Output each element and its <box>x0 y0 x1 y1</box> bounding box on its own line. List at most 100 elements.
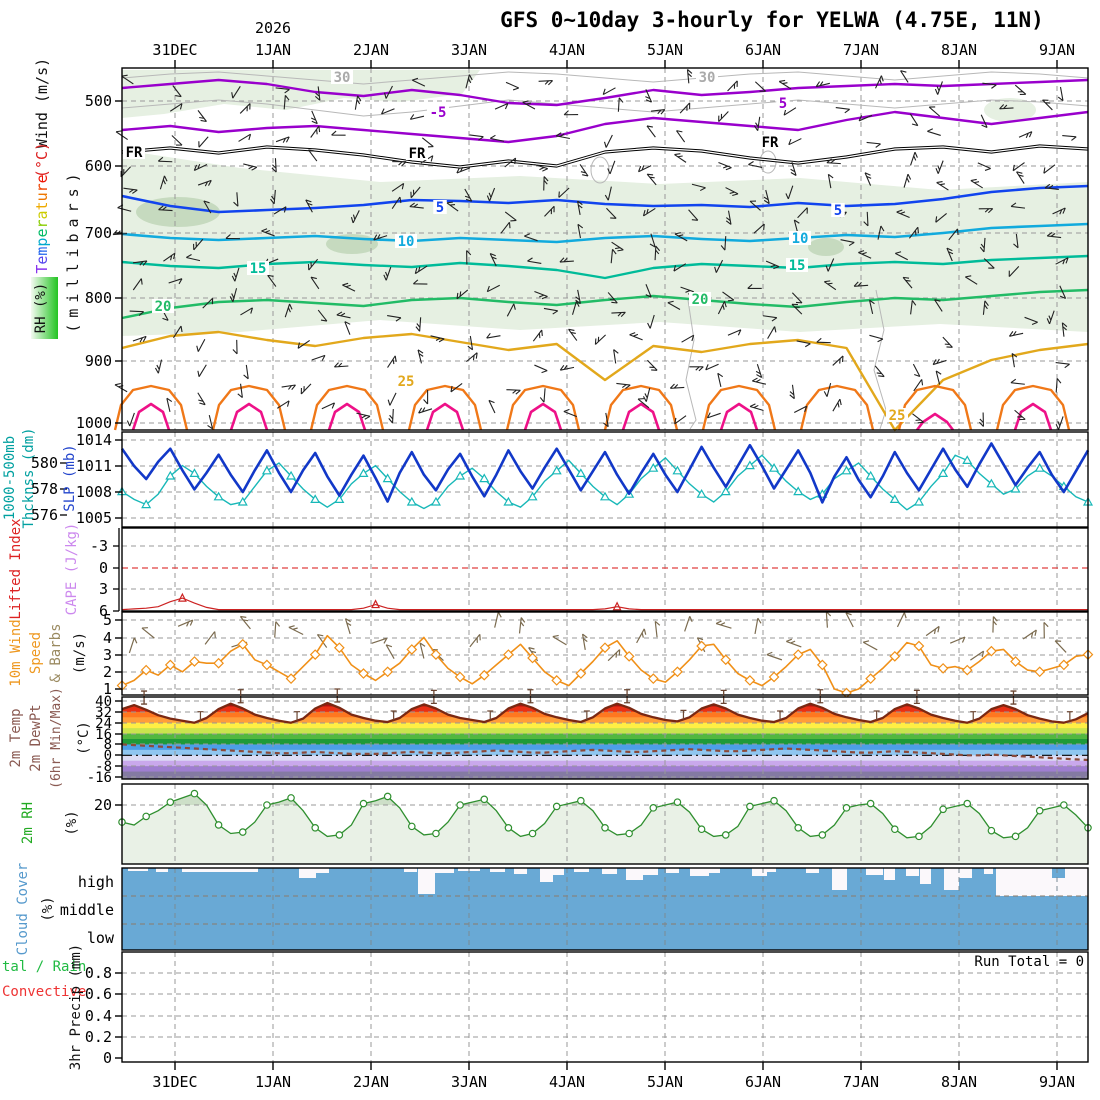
svg-text:FR: FR <box>126 145 143 161</box>
left-axis-legends: Wind (m/s)(°C)RH (%) (millibars)1000-500m… <box>2 58 92 1070</box>
svg-text:1JAN: 1JAN <box>255 1073 291 1091</box>
date-axes: 31DEC 31DEC 1JAN 1JAN 2JAN 2JAN 3JAN 3JAN 4JAN 4J… <box>152 41 1075 1091</box>
svg-text:5: 5 <box>834 203 842 219</box>
svg-text:32: 32 <box>95 705 112 721</box>
svg-text:Thcknss (dm): Thcknss (dm) <box>21 427 37 528</box>
svg-text:7JAN: 7JAN <box>843 41 879 59</box>
rh2m-panel: 20 <box>94 783 1092 865</box>
svg-text:4: 4 <box>103 629 112 647</box>
svg-text:600: 600 <box>85 157 112 175</box>
svg-text:Wind (m/s): Wind (m/s) <box>33 58 51 148</box>
svg-text:8JAN: 8JAN <box>941 41 977 59</box>
svg-text:700: 700 <box>85 224 112 242</box>
svg-text:24: 24 <box>95 716 112 732</box>
svg-text:1JAN: 1JAN <box>255 41 291 59</box>
svg-text:(°C): (°C) <box>76 721 92 755</box>
svg-text:0.6: 0.6 <box>85 985 112 1003</box>
svg-text:16: 16 <box>95 727 112 743</box>
svg-text:2m Temp: 2m Temp <box>8 708 24 767</box>
svg-text:6JAN: 6JAN <box>745 1073 781 1091</box>
svg-text:15: 15 <box>789 258 806 274</box>
svg-text:-3: -3 <box>90 537 108 555</box>
upper-air-panel: -5 5 FR FR FR 5 5 10 10 15 15 20 20 25 25 30 30 500 600 700… <box>76 67 1089 432</box>
svg-text:Lifted Index: Lifted Index <box>8 518 24 619</box>
svg-text:3hr Precip (mm): 3hr Precip (mm) <box>68 944 84 1070</box>
svg-text:-5: -5 <box>430 105 447 121</box>
svg-text:0.4: 0.4 <box>85 1007 112 1025</box>
svg-text:middle: middle <box>60 901 114 919</box>
svg-text:low: low <box>87 929 115 947</box>
svg-text:3JAN: 3JAN <box>451 41 487 59</box>
page-title: GFS 0~10day 3-hourly for YELWA (4.75E, 1… <box>500 8 1044 32</box>
svg-text:40: 40 <box>95 694 112 710</box>
svg-text:31DEC: 31DEC <box>152 1073 197 1091</box>
svg-text:900: 900 <box>85 352 112 370</box>
thickness-slp-panel: 1014 1011 1008 1005 580 578 576 <box>31 431 1094 528</box>
svg-text:(6hr Min/Max): (6hr Min/Max) <box>49 687 64 789</box>
svg-text:Convective: Convective <box>2 984 86 1000</box>
svg-text:SLP (mb): SLP (mb) <box>62 444 78 511</box>
svg-text:1008: 1008 <box>76 483 112 501</box>
svg-text:CAPE (J/kg): CAPE (J/kg) <box>64 523 80 616</box>
svg-text:5: 5 <box>436 200 444 216</box>
svg-text:(millibars): (millibars) <box>64 167 82 332</box>
svg-text:3: 3 <box>103 646 112 664</box>
cloud-cover-panel: high middle low <box>60 867 1089 951</box>
svg-text:20: 20 <box>94 796 112 814</box>
svg-text:10m Wind: 10m Wind <box>8 619 24 686</box>
precip-panel: 0.8 0.6 0.4 0.2 0 <box>85 951 1089 1067</box>
svg-text:9JAN: 9JAN <box>1039 41 1075 59</box>
svg-text:0.2: 0.2 <box>85 1028 112 1046</box>
svg-text:580: 580 <box>31 454 58 472</box>
svg-text:25: 25 <box>889 408 906 424</box>
svg-text:10: 10 <box>398 234 415 250</box>
svg-text:high: high <box>78 873 114 891</box>
svg-text:8: 8 <box>104 737 112 753</box>
svg-text:6: 6 <box>99 602 108 620</box>
svg-text:500: 500 <box>85 92 112 110</box>
svg-text:5JAN: 5JAN <box>647 1073 683 1091</box>
svg-text:4JAN: 4JAN <box>549 41 585 59</box>
svg-text:3JAN: 3JAN <box>451 1073 487 1091</box>
svg-text:6JAN: 6JAN <box>745 41 781 59</box>
svg-text:(°C): (°C) <box>33 142 51 178</box>
svg-text:31DEC: 31DEC <box>152 41 197 59</box>
svg-text:7JAN: 7JAN <box>843 1073 879 1091</box>
svg-text:(%): (%) <box>40 896 56 921</box>
svg-text:3: 3 <box>99 580 108 598</box>
svg-text:578: 578 <box>31 480 58 498</box>
svg-text:Temperature: Temperature <box>33 174 51 273</box>
svg-text:0.8: 0.8 <box>85 964 112 982</box>
svg-text:1011: 1011 <box>76 457 112 475</box>
svg-text:30: 30 <box>699 70 716 86</box>
year-label: 2026 <box>255 19 291 37</box>
svg-text:Cloud Cover: Cloud Cover <box>15 863 31 956</box>
svg-text:(m/s): (m/s) <box>72 632 88 674</box>
svg-text:0: 0 <box>103 1049 112 1067</box>
svg-text:20: 20 <box>155 299 172 315</box>
svg-text:& Barbs: & Barbs <box>48 623 64 682</box>
svg-text:2: 2 <box>103 663 112 681</box>
svg-text:1014: 1014 <box>76 431 112 449</box>
svg-text:30: 30 <box>334 70 351 86</box>
svg-text:576: 576 <box>31 506 58 524</box>
svg-text:tal / Rain: tal / Rain <box>2 959 86 975</box>
svg-text:FR: FR <box>409 146 426 162</box>
svg-text:2JAN: 2JAN <box>353 41 389 59</box>
svg-text:1005: 1005 <box>76 509 112 527</box>
svg-text:20: 20 <box>692 292 709 308</box>
svg-text:1000-500mb: 1000-500mb <box>2 436 18 520</box>
svg-text:FR: FR <box>762 135 779 151</box>
svg-text:10: 10 <box>792 231 809 247</box>
svg-text:2JAN: 2JAN <box>353 1073 389 1091</box>
svg-text:800: 800 <box>85 289 112 307</box>
lifted-index-cape-panel: -3 0 3 6 <box>90 527 1089 620</box>
svg-text:5JAN: 5JAN <box>647 41 683 59</box>
svg-text:15: 15 <box>250 261 267 277</box>
svg-text:5: 5 <box>779 96 787 112</box>
svg-text:4JAN: 4JAN <box>549 1073 585 1091</box>
svg-text:5: 5 <box>103 611 112 629</box>
